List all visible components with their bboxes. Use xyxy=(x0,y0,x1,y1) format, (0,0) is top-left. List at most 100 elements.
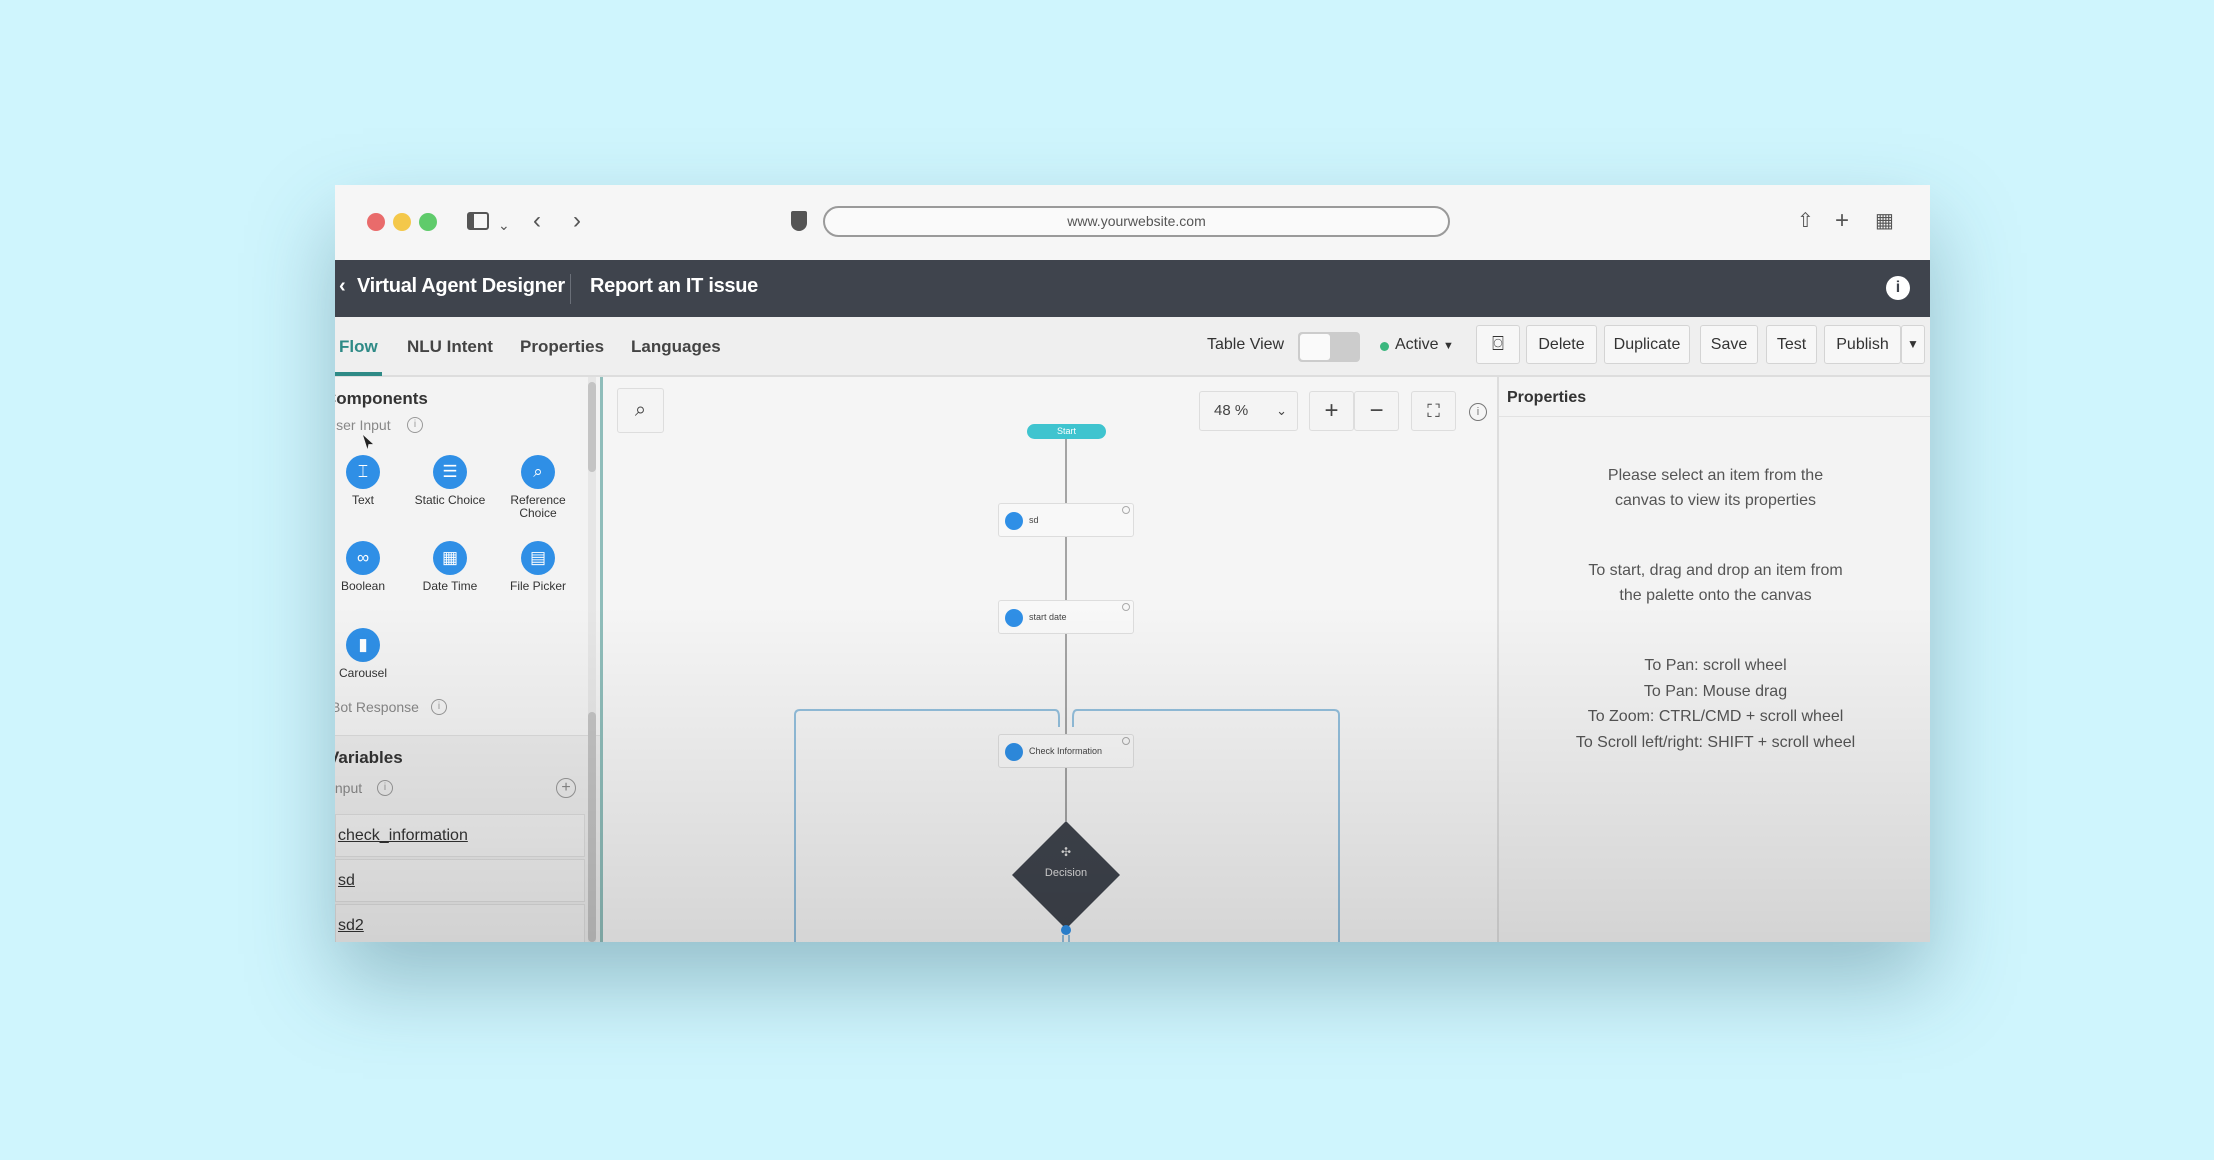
active-tab-indicator xyxy=(335,372,382,376)
tab-nlu-intent[interactable]: NLU Intent xyxy=(407,337,493,356)
component-item[interactable]: ▦ Date Time xyxy=(410,541,490,593)
test-button[interactable]: Test xyxy=(1766,325,1817,364)
close-window-button[interactable] xyxy=(367,213,385,231)
zoom-in-button[interactable]: + xyxy=(1309,391,1354,431)
forward-icon[interactable]: › xyxy=(573,207,581,234)
status-label: Active xyxy=(1395,336,1439,353)
tab-bar: Flow NLU Intent Properties Languages xyxy=(335,317,1930,377)
back-icon[interactable]: ‹ xyxy=(533,207,541,234)
component-item[interactable]: ▤ File Picker xyxy=(498,541,578,593)
component-label: Date Time xyxy=(422,579,478,593)
zoom-select[interactable]: 48 % ⌄ xyxy=(1199,391,1298,431)
divider xyxy=(570,274,571,304)
minimize-window-button[interactable] xyxy=(393,213,411,231)
component-label: Text xyxy=(351,493,374,507)
search-icon: ⌕ xyxy=(634,399,647,421)
flow-node[interactable]: Check Information xyxy=(998,734,1134,768)
properties-heading: Properties xyxy=(1507,389,1587,406)
close-icon[interactable] xyxy=(1122,603,1130,611)
zoom-out-button[interactable]: − xyxy=(1354,391,1399,431)
properties-message: Please select an item from the canvas to… xyxy=(1607,467,1824,509)
tab-flow[interactable]: Flow xyxy=(339,337,378,356)
hint-text: To Pan: scroll wheel xyxy=(1644,657,1787,674)
chevron-down-icon[interactable]: ⌄ xyxy=(498,217,510,233)
hint-text: To Scroll left/right: SHIFT + scroll whe… xyxy=(1575,733,1856,751)
variable-item[interactable]: sd2 xyxy=(335,904,585,942)
component-item[interactable]: ▮ Carousel xyxy=(335,628,403,680)
caret-down-icon: ▼ xyxy=(1907,337,1919,351)
publish-menu-button[interactable]: ▼ xyxy=(1901,325,1925,364)
add-variable-button[interactable]: + xyxy=(556,778,576,798)
shield-icon xyxy=(791,211,807,231)
component-label: Static Choice xyxy=(414,493,486,507)
table-view-label: Table View xyxy=(1207,336,1285,353)
zoom-value: 48 % xyxy=(1214,402,1249,419)
decision-icon: ✣ xyxy=(1060,845,1072,859)
variable-item[interactable]: sd xyxy=(335,859,585,902)
duplicate-button[interactable]: Duplicate xyxy=(1604,325,1690,364)
component-item[interactable]: ∞ Boolean xyxy=(335,541,403,593)
component-label: File Picker xyxy=(509,579,566,593)
snapshot-button[interactable]: ⌼ xyxy=(1476,325,1520,364)
new-tab-icon[interactable]: + xyxy=(1835,207,1850,234)
mouse-cursor-icon xyxy=(363,435,373,449)
flow-connectors xyxy=(794,439,1340,942)
input-label: Input xyxy=(335,780,363,796)
publish-button[interactable]: Publish xyxy=(1824,325,1901,364)
decision-label: Decision xyxy=(1044,867,1088,879)
address-bar[interactable]: www.yourwebsite.com xyxy=(823,206,1450,237)
close-icon[interactable] xyxy=(1122,506,1130,514)
tab-properties[interactable]: Properties xyxy=(520,337,605,356)
variables-heading: Variables xyxy=(335,748,403,767)
info-icon[interactable]: i xyxy=(431,699,447,715)
tab-overview-icon[interactable]: ▦ xyxy=(1875,210,1894,232)
table-view-toggle[interactable] xyxy=(1298,332,1360,362)
sidebar-toggle-icon[interactable] xyxy=(467,212,489,230)
save-button[interactable]: Save xyxy=(1700,325,1758,364)
canvas-search-button[interactable]: ⌕ xyxy=(617,388,664,433)
calendar-icon xyxy=(1005,609,1023,627)
list-icon: ☰ xyxy=(433,455,467,489)
close-icon[interactable] xyxy=(1122,737,1130,745)
flow-canvas[interactable]: ⌕ 48 % ⌄ + − ⛶ i Start sd start date Chec… xyxy=(603,377,1497,942)
delete-button[interactable]: Delete xyxy=(1526,325,1597,364)
maximize-window-button[interactable] xyxy=(419,213,437,231)
fit-screen-button[interactable]: ⛶ xyxy=(1411,391,1456,431)
status-dropdown[interactable]: Active ▼ xyxy=(1395,336,1454,354)
browser-chrome: ⌄ ‹ › www.yourwebsite.com ⇧ + ▦ xyxy=(335,185,1930,260)
text-input-icon xyxy=(1005,512,1023,530)
scrollbar[interactable] xyxy=(588,377,596,942)
start-node[interactable]: Start xyxy=(1027,424,1106,439)
back-chevron-icon[interactable]: ‹ xyxy=(339,275,346,297)
info-icon[interactable]: i xyxy=(377,780,393,796)
component-label: Reference Choice xyxy=(510,493,566,520)
toggle-icon: ∞ xyxy=(346,541,380,575)
node-label: start date xyxy=(1029,612,1067,622)
flow-node[interactable]: sd xyxy=(998,503,1134,537)
components-panel: Components User Input i ⌶ Text ☰ Static Cho… xyxy=(335,377,603,942)
calendar-icon: ▦ xyxy=(433,541,467,575)
info-icon[interactable]: i xyxy=(1469,403,1487,421)
component-label: Carousel xyxy=(338,666,388,680)
bot-response-label: Bot Response xyxy=(335,699,419,715)
camera-icon: ⌼ xyxy=(1492,333,1504,355)
app-title[interactable]: Virtual Agent Designer xyxy=(357,275,565,297)
component-item[interactable]: ⌶ Text xyxy=(335,455,403,507)
variables-section: Variables Input i + check_information sd… xyxy=(335,735,600,942)
flow-node[interactable]: start date xyxy=(998,600,1134,634)
components-heading: Components xyxy=(335,389,428,408)
hint-list: To Pan: scroll wheel To Pan: Mouse drag … xyxy=(1499,653,1930,755)
decision-node[interactable]: ✣ Decision xyxy=(1026,845,1106,879)
file-icon: ▤ xyxy=(521,541,555,575)
info-icon[interactable]: i xyxy=(1886,276,1910,300)
component-item[interactable]: ⌕ Reference Choice xyxy=(498,455,578,520)
list-icon xyxy=(1005,743,1023,761)
properties-panel: Properties Please select an item from th… xyxy=(1497,377,1930,942)
tab-languages[interactable]: Languages xyxy=(631,337,721,356)
topic-title: Report an IT issue xyxy=(590,275,758,297)
info-icon[interactable]: i xyxy=(407,417,423,433)
share-icon[interactable]: ⇧ xyxy=(1797,210,1814,232)
component-item[interactable]: ☰ Static Choice xyxy=(410,455,490,507)
variable-item[interactable]: check_information xyxy=(335,814,585,857)
browser-window: ⌄ ‹ › www.yourwebsite.com ⇧ + ▦ ‹ Virtua… xyxy=(335,185,1930,942)
